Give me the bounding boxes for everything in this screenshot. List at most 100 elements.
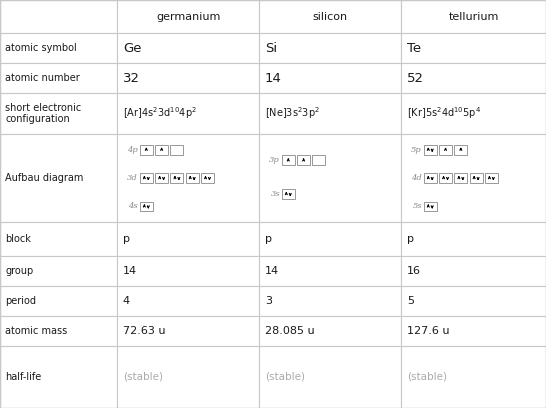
Bar <box>485 173 498 183</box>
Bar <box>401 93 546 134</box>
Bar <box>0 33 117 63</box>
Bar <box>117 222 259 256</box>
Bar <box>140 173 153 183</box>
Text: 5p: 5p <box>411 146 422 154</box>
Text: short electronic
configuration: short electronic configuration <box>5 103 82 124</box>
Text: 3p: 3p <box>269 156 280 164</box>
Text: period: period <box>5 296 37 306</box>
Bar <box>401 134 546 222</box>
Text: atomic number: atomic number <box>5 73 80 83</box>
Bar <box>439 145 452 155</box>
Text: (stable): (stable) <box>407 372 447 382</box>
Bar <box>140 145 153 155</box>
Text: 4: 4 <box>123 296 130 306</box>
Text: 3d: 3d <box>127 174 138 182</box>
Text: (stable): (stable) <box>265 372 305 382</box>
Bar <box>401 286 546 316</box>
Bar <box>0 0 117 33</box>
Bar <box>0 63 117 93</box>
Text: Ge: Ge <box>123 42 141 55</box>
Bar <box>401 222 546 256</box>
Bar <box>259 256 401 286</box>
Bar <box>297 155 310 165</box>
Bar <box>0 134 117 222</box>
Bar <box>454 173 467 183</box>
Bar <box>470 173 483 183</box>
Text: (stable): (stable) <box>123 372 163 382</box>
Bar <box>155 173 168 183</box>
Text: 127.6 u: 127.6 u <box>407 326 449 336</box>
Bar <box>0 222 117 256</box>
Bar <box>424 173 437 183</box>
Bar <box>282 155 295 165</box>
Text: group: group <box>5 266 34 276</box>
Bar <box>170 145 183 155</box>
Bar <box>259 346 401 408</box>
Text: 14: 14 <box>265 72 282 84</box>
Text: 14: 14 <box>123 266 137 276</box>
Bar <box>0 346 117 408</box>
Bar <box>259 33 401 63</box>
Bar <box>424 145 437 155</box>
Bar <box>401 256 546 286</box>
Bar <box>117 316 259 346</box>
Text: p: p <box>123 234 130 244</box>
Bar <box>201 173 214 183</box>
Text: 72.63 u: 72.63 u <box>123 326 165 336</box>
Bar <box>439 173 452 183</box>
Bar <box>424 202 437 211</box>
Text: p: p <box>407 234 414 244</box>
Bar <box>170 173 183 183</box>
Bar <box>117 134 259 222</box>
Bar <box>117 346 259 408</box>
Bar <box>259 316 401 346</box>
Text: 52: 52 <box>407 72 424 84</box>
Text: atomic symbol: atomic symbol <box>5 43 77 53</box>
Text: silicon: silicon <box>313 12 348 22</box>
Text: 32: 32 <box>123 72 140 84</box>
Text: $\mathregular{[Ne]3s^23p^2}$: $\mathregular{[Ne]3s^23p^2}$ <box>265 106 320 121</box>
Bar <box>117 63 259 93</box>
Text: 5s: 5s <box>412 202 422 211</box>
Bar <box>282 189 295 199</box>
Text: block: block <box>5 234 31 244</box>
Bar <box>117 93 259 134</box>
Bar <box>117 33 259 63</box>
Bar <box>401 33 546 63</box>
Bar <box>454 145 467 155</box>
Text: Aufbau diagram: Aufbau diagram <box>5 173 84 183</box>
Bar <box>259 93 401 134</box>
Bar <box>117 0 259 33</box>
Bar <box>117 286 259 316</box>
Text: germanium: germanium <box>156 12 221 22</box>
Bar <box>0 286 117 316</box>
Text: Si: Si <box>265 42 277 55</box>
Bar <box>401 316 546 346</box>
Text: p: p <box>265 234 272 244</box>
Bar <box>259 63 401 93</box>
Bar <box>186 173 199 183</box>
Bar <box>401 63 546 93</box>
Text: 4d: 4d <box>411 174 422 182</box>
Text: Te: Te <box>407 42 421 55</box>
Bar <box>259 222 401 256</box>
Text: $\mathregular{[Ar]4s^23d^{10}4p^2}$: $\mathregular{[Ar]4s^23d^{10}4p^2}$ <box>123 106 197 121</box>
Text: half-life: half-life <box>5 372 41 382</box>
Bar <box>0 256 117 286</box>
Bar <box>140 202 153 211</box>
Text: 3s: 3s <box>270 190 280 198</box>
Bar <box>401 0 546 33</box>
Bar <box>259 0 401 33</box>
Text: 14: 14 <box>265 266 279 276</box>
Text: $\mathregular{[Kr]5s^24d^{10}5p^4}$: $\mathregular{[Kr]5s^24d^{10}5p^4}$ <box>407 106 481 121</box>
Bar <box>312 155 325 165</box>
Text: 28.085 u: 28.085 u <box>265 326 314 336</box>
Text: 3: 3 <box>265 296 272 306</box>
Bar <box>0 93 117 134</box>
Bar <box>0 316 117 346</box>
Bar <box>401 346 546 408</box>
Text: 5: 5 <box>407 296 414 306</box>
Text: 4p: 4p <box>127 146 138 154</box>
Bar <box>259 134 401 222</box>
Text: tellurium: tellurium <box>448 12 499 22</box>
